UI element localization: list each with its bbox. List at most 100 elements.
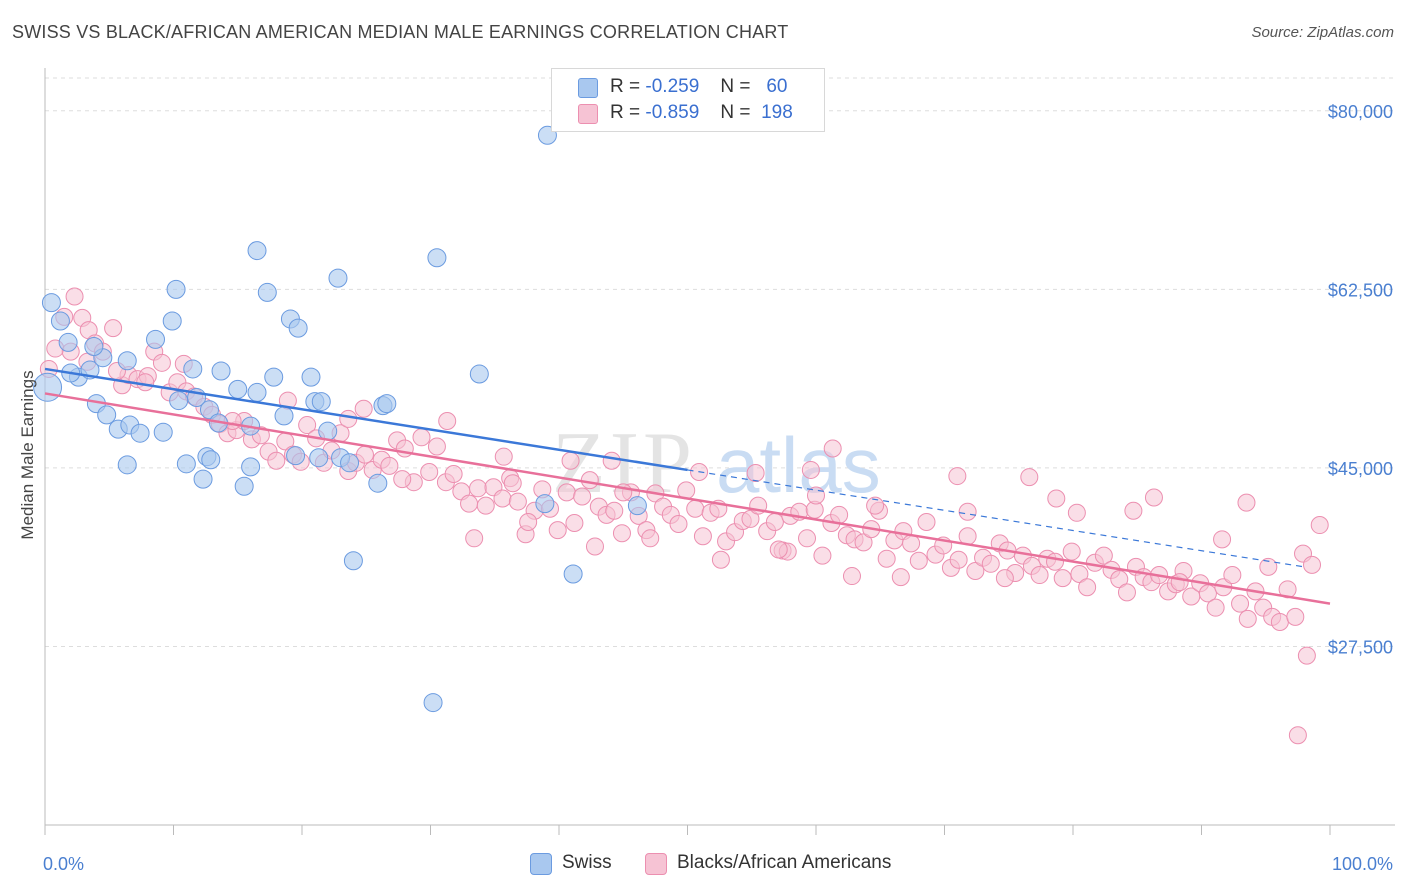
swiss-point [166, 279, 186, 299]
bottom-label-swiss: Swiss [562, 852, 612, 873]
black-point [1047, 489, 1066, 508]
black-point [949, 550, 968, 569]
black-point [813, 546, 832, 565]
bottom-swatch-swiss [530, 853, 552, 875]
swiss-point [264, 367, 284, 387]
swiss-point [535, 494, 555, 514]
black-point [1286, 607, 1305, 626]
swiss-point [469, 364, 489, 384]
swiss-point [117, 351, 137, 371]
black-point [693, 527, 712, 546]
black-point [493, 489, 512, 508]
black-point [427, 437, 446, 456]
swiss-point [201, 450, 221, 470]
black-point [981, 554, 1000, 573]
black-point [1288, 726, 1307, 745]
black-point [854, 533, 873, 552]
swiss-point [343, 551, 363, 571]
black-point [1237, 493, 1256, 512]
black-point [686, 499, 705, 518]
swiss-point [311, 392, 331, 412]
black-point [605, 501, 624, 520]
swiss-point [247, 382, 267, 402]
black-point [891, 568, 910, 587]
bottom-label-black: Blacks/African Americans [677, 852, 892, 873]
black-point [152, 353, 171, 372]
black-point [267, 451, 286, 470]
trend-line-black [44, 392, 1331, 605]
swiss-point [84, 336, 104, 356]
black-point [1053, 569, 1072, 588]
black-point [565, 514, 584, 532]
swiss-point [176, 454, 196, 474]
black-point [519, 512, 538, 531]
black-point [1078, 578, 1097, 597]
black-point [65, 287, 84, 306]
swiss-point [97, 405, 117, 425]
swiss-point [169, 391, 189, 411]
black-point [1046, 552, 1065, 571]
y-tick-label: $80,000 [1328, 102, 1393, 122]
swiss-point [368, 473, 388, 493]
black-point [494, 447, 513, 466]
black-point [765, 512, 784, 531]
black-point [769, 540, 788, 559]
source-label: Source: ZipAtlas.com [1251, 24, 1394, 41]
swiss-point [627, 496, 647, 516]
swiss-point [117, 455, 137, 475]
black-point [469, 479, 488, 498]
swiss-point [193, 469, 213, 489]
black-point [602, 451, 621, 470]
black-point [508, 492, 527, 511]
black-point [339, 409, 358, 428]
legend-swatch-black [578, 104, 598, 124]
watermark: ZIP atlas [552, 415, 881, 512]
swiss-point [340, 453, 360, 473]
swiss-point [247, 241, 267, 261]
stats-legend: R = -0.259 N = 60 R = -0.859 N = 198 [551, 68, 825, 132]
black-point [1144, 488, 1163, 507]
axes: $27,500 $45,000 $62,500 $80,000 0.0% 100.0% [43, 68, 1395, 874]
swiss-point [234, 476, 254, 496]
black-point [444, 465, 463, 484]
black-point [741, 509, 760, 528]
axis-labels: Median Male Earnings [18, 370, 37, 539]
swiss-point [33, 372, 63, 402]
swiss-point [563, 564, 583, 584]
legend-n-value-black: 198 [761, 102, 793, 123]
swiss-point [153, 422, 173, 442]
black-point [641, 529, 660, 548]
black-point [557, 483, 576, 502]
swiss-point [58, 332, 78, 352]
black-point [669, 515, 688, 534]
swiss-point [228, 379, 248, 399]
swiss-point [183, 359, 203, 379]
black-point [1259, 557, 1278, 576]
black-point [476, 496, 495, 515]
swiss-point [211, 361, 231, 381]
y-axis-label: Median Male Earnings [18, 370, 37, 539]
swiss-point [423, 693, 443, 713]
swiss-point [199, 400, 219, 420]
black-point [917, 512, 936, 531]
black-point [380, 456, 399, 475]
swiss-point [288, 318, 308, 338]
swiss-point [377, 394, 397, 414]
black-point [412, 428, 431, 447]
legend-n-label: N = [720, 76, 751, 97]
black-point [1124, 501, 1143, 520]
black-point [995, 569, 1014, 588]
x-tick-label-max: 100.0% [1332, 854, 1393, 874]
legend-n-label: N = [720, 102, 751, 123]
black-point [1030, 566, 1049, 585]
y-tick-label: $62,500 [1328, 280, 1393, 300]
black-point [948, 467, 967, 486]
trend-line-swiss-extension [687, 469, 1305, 568]
swiss-point [130, 423, 150, 443]
black-point [842, 567, 861, 586]
trend-lines [44, 367, 1331, 605]
legend-n-value-swiss: 60 [766, 76, 788, 97]
swiss-point [328, 268, 348, 288]
black-point [877, 549, 896, 568]
swiss-point [427, 248, 447, 268]
